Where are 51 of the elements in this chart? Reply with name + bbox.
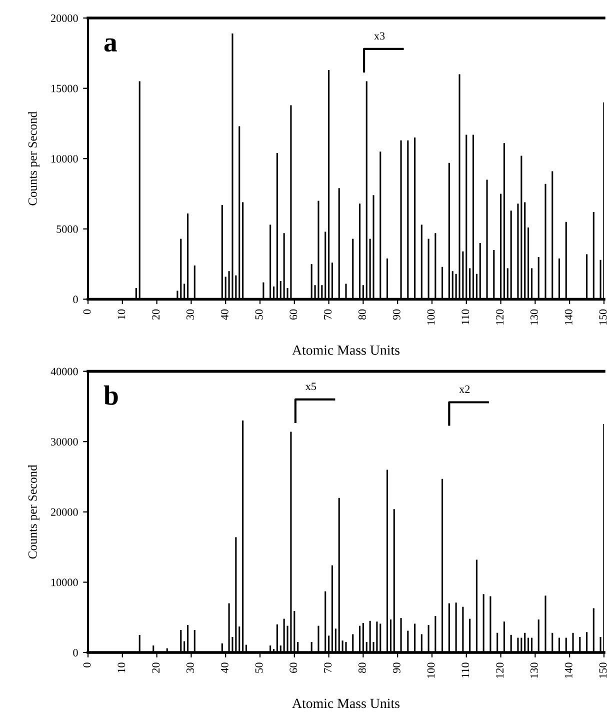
x-tick-label: 110 [462, 662, 470, 678]
y-tick-label: 10000 [51, 155, 78, 163]
y-axis-title: Counts per Second [28, 112, 40, 206]
x-tick-label: 0 [83, 309, 91, 314]
chart-title: a [104, 38, 117, 52]
x-tick-label: 20 [152, 662, 160, 673]
x-tick-label: 40 [220, 309, 228, 320]
x-tick-label: 10 [118, 309, 126, 320]
x-tick-label: 20 [152, 309, 160, 320]
x-tick-label: 40 [220, 662, 228, 674]
y-tick-label: 20000 [51, 508, 78, 516]
y-tick-label: 5000 [56, 225, 78, 233]
x-tick-label: 10 [118, 662, 126, 672]
y-tick-label: 20000 [51, 14, 78, 22]
y-tick-label: 30000 [51, 438, 78, 446]
x-axis-title: Atomic Mass Units [292, 345, 400, 355]
y-axis-title: Counts per Second [28, 464, 40, 559]
x-tick-label: 100 [427, 662, 435, 678]
x-tick-label: 80 [358, 662, 366, 673]
x-axis-title: Atomic Mass Units [292, 698, 400, 708]
x-tick-label: 140 [564, 309, 572, 325]
x-tick-label: 130 [530, 309, 538, 325]
y-tick-label: 15000 [51, 84, 78, 92]
x-tick-label: 60 [290, 309, 298, 320]
x-tick-label: 0 [83, 662, 91, 668]
y-tick-label: 40000 [50, 368, 78, 376]
annotation: x2 [459, 385, 470, 393]
x-tick-label: 150 [599, 662, 607, 678]
x-tick-label: 70 [324, 662, 332, 673]
x-tick-label: 100 [427, 309, 435, 325]
x-tick-label: 120 [496, 662, 504, 678]
chart-title: b [104, 385, 118, 405]
x-tick-label: 140 [564, 662, 572, 678]
x-tick-label: 90 [392, 309, 400, 320]
x-tick-label: 120 [496, 309, 504, 325]
annotation: x3 [374, 32, 385, 40]
x-tick-label: 80 [358, 309, 366, 320]
y-tick-label: 0 [73, 296, 78, 304]
x-tick-label: 110 [462, 309, 470, 324]
x-tick-label: 90 [392, 662, 400, 673]
x-tick-label: 70 [324, 309, 332, 320]
x-tick-label: 50 [255, 662, 263, 673]
x-tick-label: 30 [186, 662, 194, 673]
x-tick-label: 150 [599, 309, 607, 325]
x-tick-label: 130 [530, 662, 538, 678]
annotation: x5 [305, 382, 316, 390]
x-tick-label: 50 [255, 309, 263, 320]
y-tick-label: 0 [73, 648, 78, 656]
x-tick-label: 30 [186, 309, 194, 320]
y-tick-label: 10000 [51, 578, 78, 586]
x-tick-label: 60 [290, 662, 298, 673]
